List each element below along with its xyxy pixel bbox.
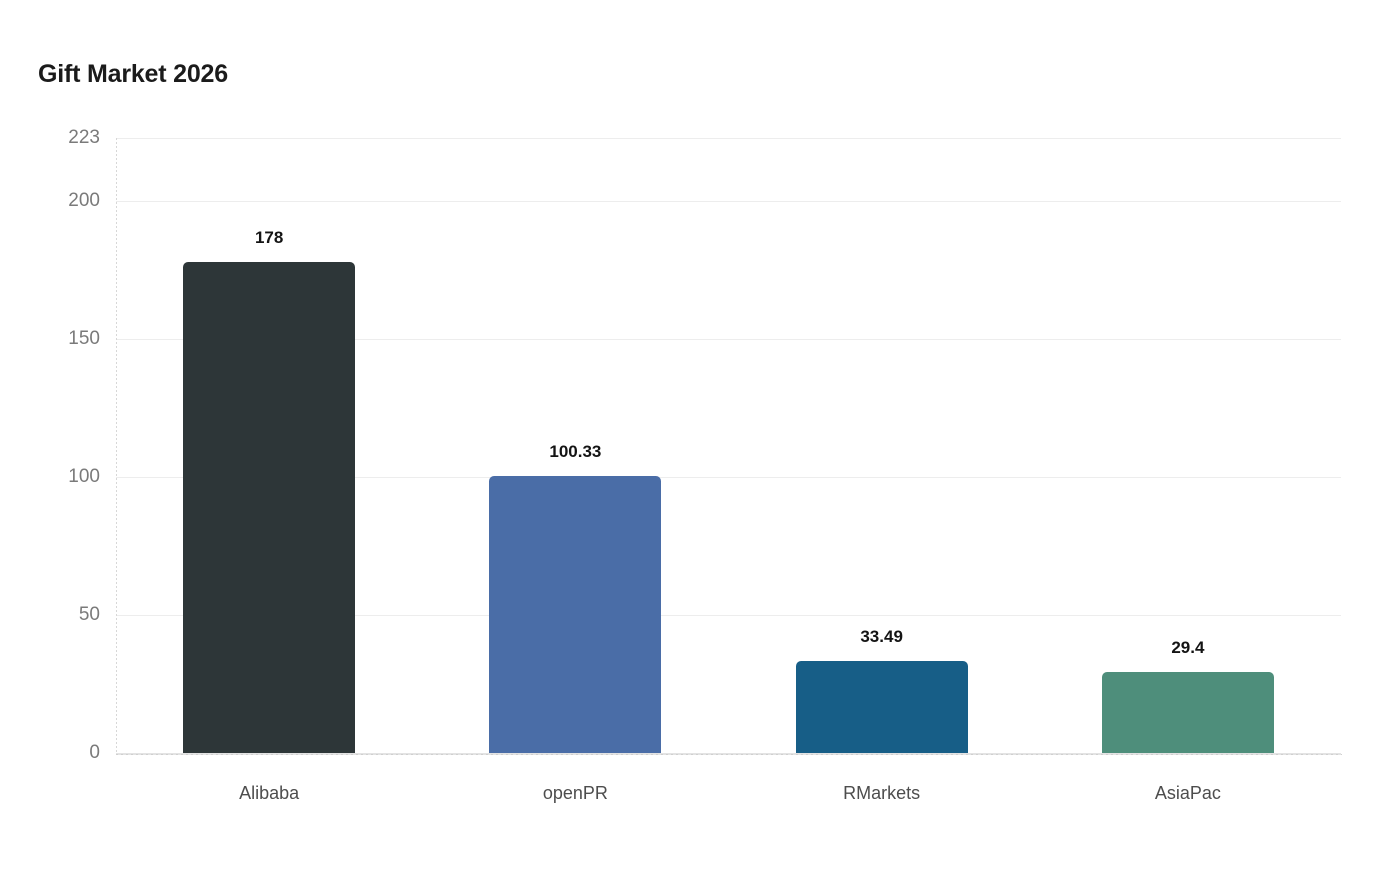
- bar-value-label: 100.33: [549, 442, 602, 462]
- y-tick-label: 0: [89, 742, 100, 763]
- gridline-200: [116, 201, 1341, 203]
- bar-value-label: 178: [254, 228, 284, 248]
- bar-rmarkets[interactable]: [795, 660, 968, 753]
- plot-area: 178 100.33 33.49 29.4: [116, 138, 1341, 755]
- bar-value-label: 33.49: [860, 626, 903, 646]
- y-tick-label: 200: [68, 190, 100, 212]
- bar-group: 178: [183, 138, 356, 753]
- chart-title: Gift Market 2026: [38, 60, 228, 88]
- gridline-223: [116, 138, 1341, 139]
- y-axis-tick-labels: 0 50 100 150 200 223: [0, 127, 100, 763]
- x-axis-label-asiapac: AsiaPac: [1154, 783, 1221, 803]
- x-axis-label-alibaba: Alibaba: [239, 783, 300, 803]
- y-tick-label: 223: [68, 127, 100, 148]
- bar-group: 29.4: [1101, 138, 1274, 753]
- y-tick-label: 100: [68, 466, 100, 488]
- y-axis-line: [116, 138, 117, 755]
- y-tick-label: 150: [68, 328, 100, 350]
- bar-openpr[interactable]: [489, 476, 662, 753]
- x-axis-line: [116, 754, 1342, 755]
- bar-value-label: 29.4: [1171, 637, 1205, 657]
- bar-asiapac[interactable]: [1101, 671, 1274, 753]
- bar-alibaba[interactable]: [183, 262, 356, 753]
- bar-group: 100.33: [489, 138, 662, 753]
- gridline-50: [116, 615, 1341, 617]
- gridline-100: [116, 477, 1341, 479]
- y-tick-label: 50: [78, 604, 100, 626]
- gridline-150: [116, 339, 1341, 341]
- bar-group: 33.49: [795, 138, 968, 753]
- x-axis-label-openpr: openPR: [542, 783, 608, 803]
- x-axis-label-rmarkets: RMarkets: [843, 783, 921, 803]
